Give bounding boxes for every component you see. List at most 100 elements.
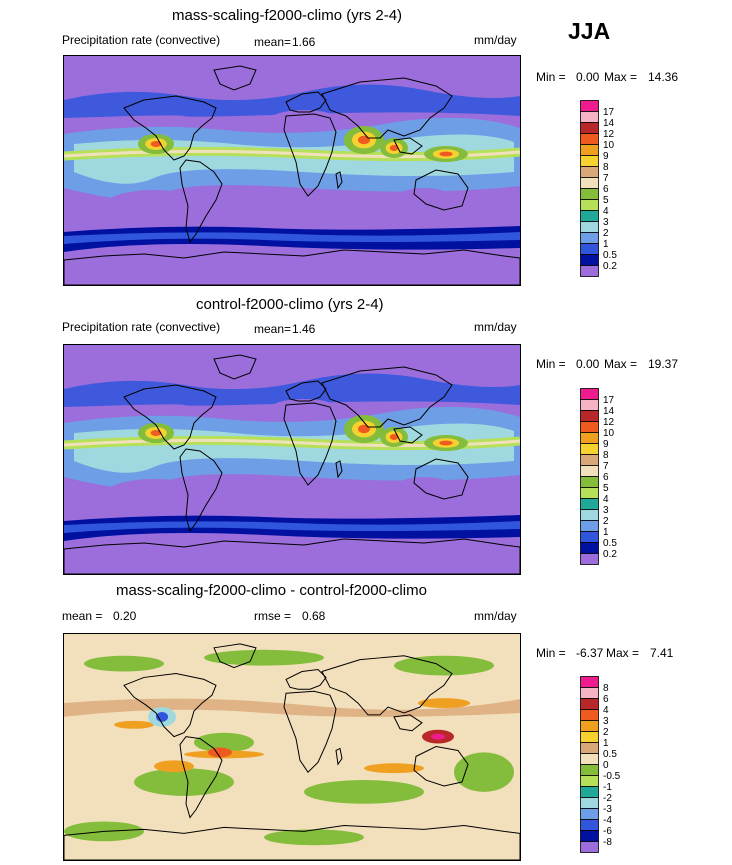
panel2-map [63,344,521,575]
colorbar-swatch [580,819,599,831]
colorbar-swatch [580,830,599,842]
panel3-max-label: Max = [606,646,640,660]
coastline-seasia [393,714,423,732]
panel3-diff-mean-value: 0.20 [113,609,137,623]
coastline-madag [335,747,343,766]
coastline-asia [321,77,453,139]
precip-max-peak [439,151,453,157]
colorbar-swatch [580,731,599,743]
colorbar-tick-label: 8 [603,450,609,461]
negative-anomaly [134,768,234,796]
colorbar-tick-label: 6 [603,472,609,483]
colorbar-tick-label: 2 [603,228,609,239]
panel2-variable-label: Precipitation rate (convective) [62,320,221,334]
panel3-min-label: Min = [536,646,566,660]
precip-max-peak [358,135,370,145]
colorbar-swatch [580,177,599,189]
panel3-rmse-label: rmse = [254,609,292,623]
colorbar-tick-label: 0.2 [603,261,617,272]
coastline-samerica [179,448,223,533]
coastline-asia [321,655,453,716]
colorbar-swatch [580,432,599,444]
colorbar-tick-label: 7 [603,461,609,472]
panel1-mean-value: 1.66 [292,35,316,49]
colorbar-swatch [580,388,599,400]
negative-anomaly-core [156,711,168,722]
colorbar-swatch [580,786,599,798]
colorbar-swatch [580,232,599,244]
colorbar-swatch [580,676,599,688]
colorbar-swatch [580,199,599,211]
positive-anomaly [364,763,424,774]
dry-subtropics-southeast-pacific [104,190,204,222]
coastline-australia [413,458,469,500]
southern-storm-track-core [64,521,520,533]
colorbar-tick-label: 7 [603,173,609,184]
negative-anomaly [394,655,494,676]
northern-storm-track [64,373,520,407]
colorbar-swatch [580,498,599,510]
colorbar-swatch [580,520,599,532]
panel1-mean-label: mean= [254,35,292,49]
colorbar-swatch [580,709,599,721]
coastline-namerica [123,672,217,738]
colorbar-swatch [580,254,599,266]
colorbar-tick-label: 4 [603,705,609,716]
coastline-greenland [213,65,257,91]
dry-subtropics-southeast-pacific [104,479,204,511]
colorbar-tick-label: 14 [603,406,615,417]
colorbar-tick-label: 10 [603,140,615,151]
colorbar-swatch [580,476,599,488]
precip-max-peak [150,430,162,436]
map-svg [64,56,520,285]
colorbar-tick-label: -6 [603,826,612,837]
map-svg [64,634,520,860]
coastline-africa [283,690,337,773]
colorbar-tick-label: 17 [603,107,615,118]
coastline-namerica [123,95,217,161]
panel2-min-value: 0.00 [576,357,600,371]
colorbar-swatch [580,775,599,787]
colorbar-swatch [580,465,599,477]
colorbar-tick-label: 0.5 [603,749,617,760]
panel2-max-value: 19.37 [648,357,679,371]
panel3-map [63,633,521,861]
colorbar-swatch [580,797,599,809]
strong-positive-anomaly [208,747,232,758]
colorbar-swatch [580,221,599,233]
colorbar-swatch [580,111,599,123]
colorbar-tick-label: 1 [603,738,609,749]
coastline-greenland [213,643,257,669]
colorbar-tick-label: 0.5 [603,538,617,549]
colorbar-swatch [580,155,599,167]
precip-max-peak [358,424,370,434]
coastline-seasia [393,426,423,444]
colorbar-swatch [580,166,599,178]
colorbar-tick-label: 1 [603,527,609,538]
colorbar-tick-label: 0.5 [603,250,617,261]
dry-subtropics-australia [394,477,454,501]
peak-positive-anomaly [431,733,445,740]
colorbar-tick-label: 0.2 [603,549,617,560]
colorbar-swatch [580,509,599,521]
colorbar-tick-label: 12 [603,417,615,428]
colorbar-swatch [580,542,599,554]
colorbar-swatch [580,487,599,499]
colorbar-tick-label: 6 [603,694,609,705]
colorbar-tick-label: 14 [603,118,615,129]
colorbar-swatch [580,100,599,112]
colorbar-swatch [580,753,599,765]
panel2-colorbar: 17 14 12 10 9 8 7 6 5 4 3 2 1 0.5 0.2 [580,388,660,568]
precip-max-peak [439,440,453,446]
colorbar-tick-label: -0.5 [603,771,621,782]
colorbar-tick-label: 2 [603,727,609,738]
colorbar-swatch [580,133,599,145]
colorbar-swatch [580,421,599,433]
colorbar-tick-label: 9 [603,439,609,450]
colorbar-tick-label: 3 [603,716,609,727]
panel1-min-value: 0.00 [576,70,600,84]
colorbar-tick-label: -8 [603,837,612,848]
coastline-seasia [393,137,423,155]
coastline-europe [285,91,327,113]
